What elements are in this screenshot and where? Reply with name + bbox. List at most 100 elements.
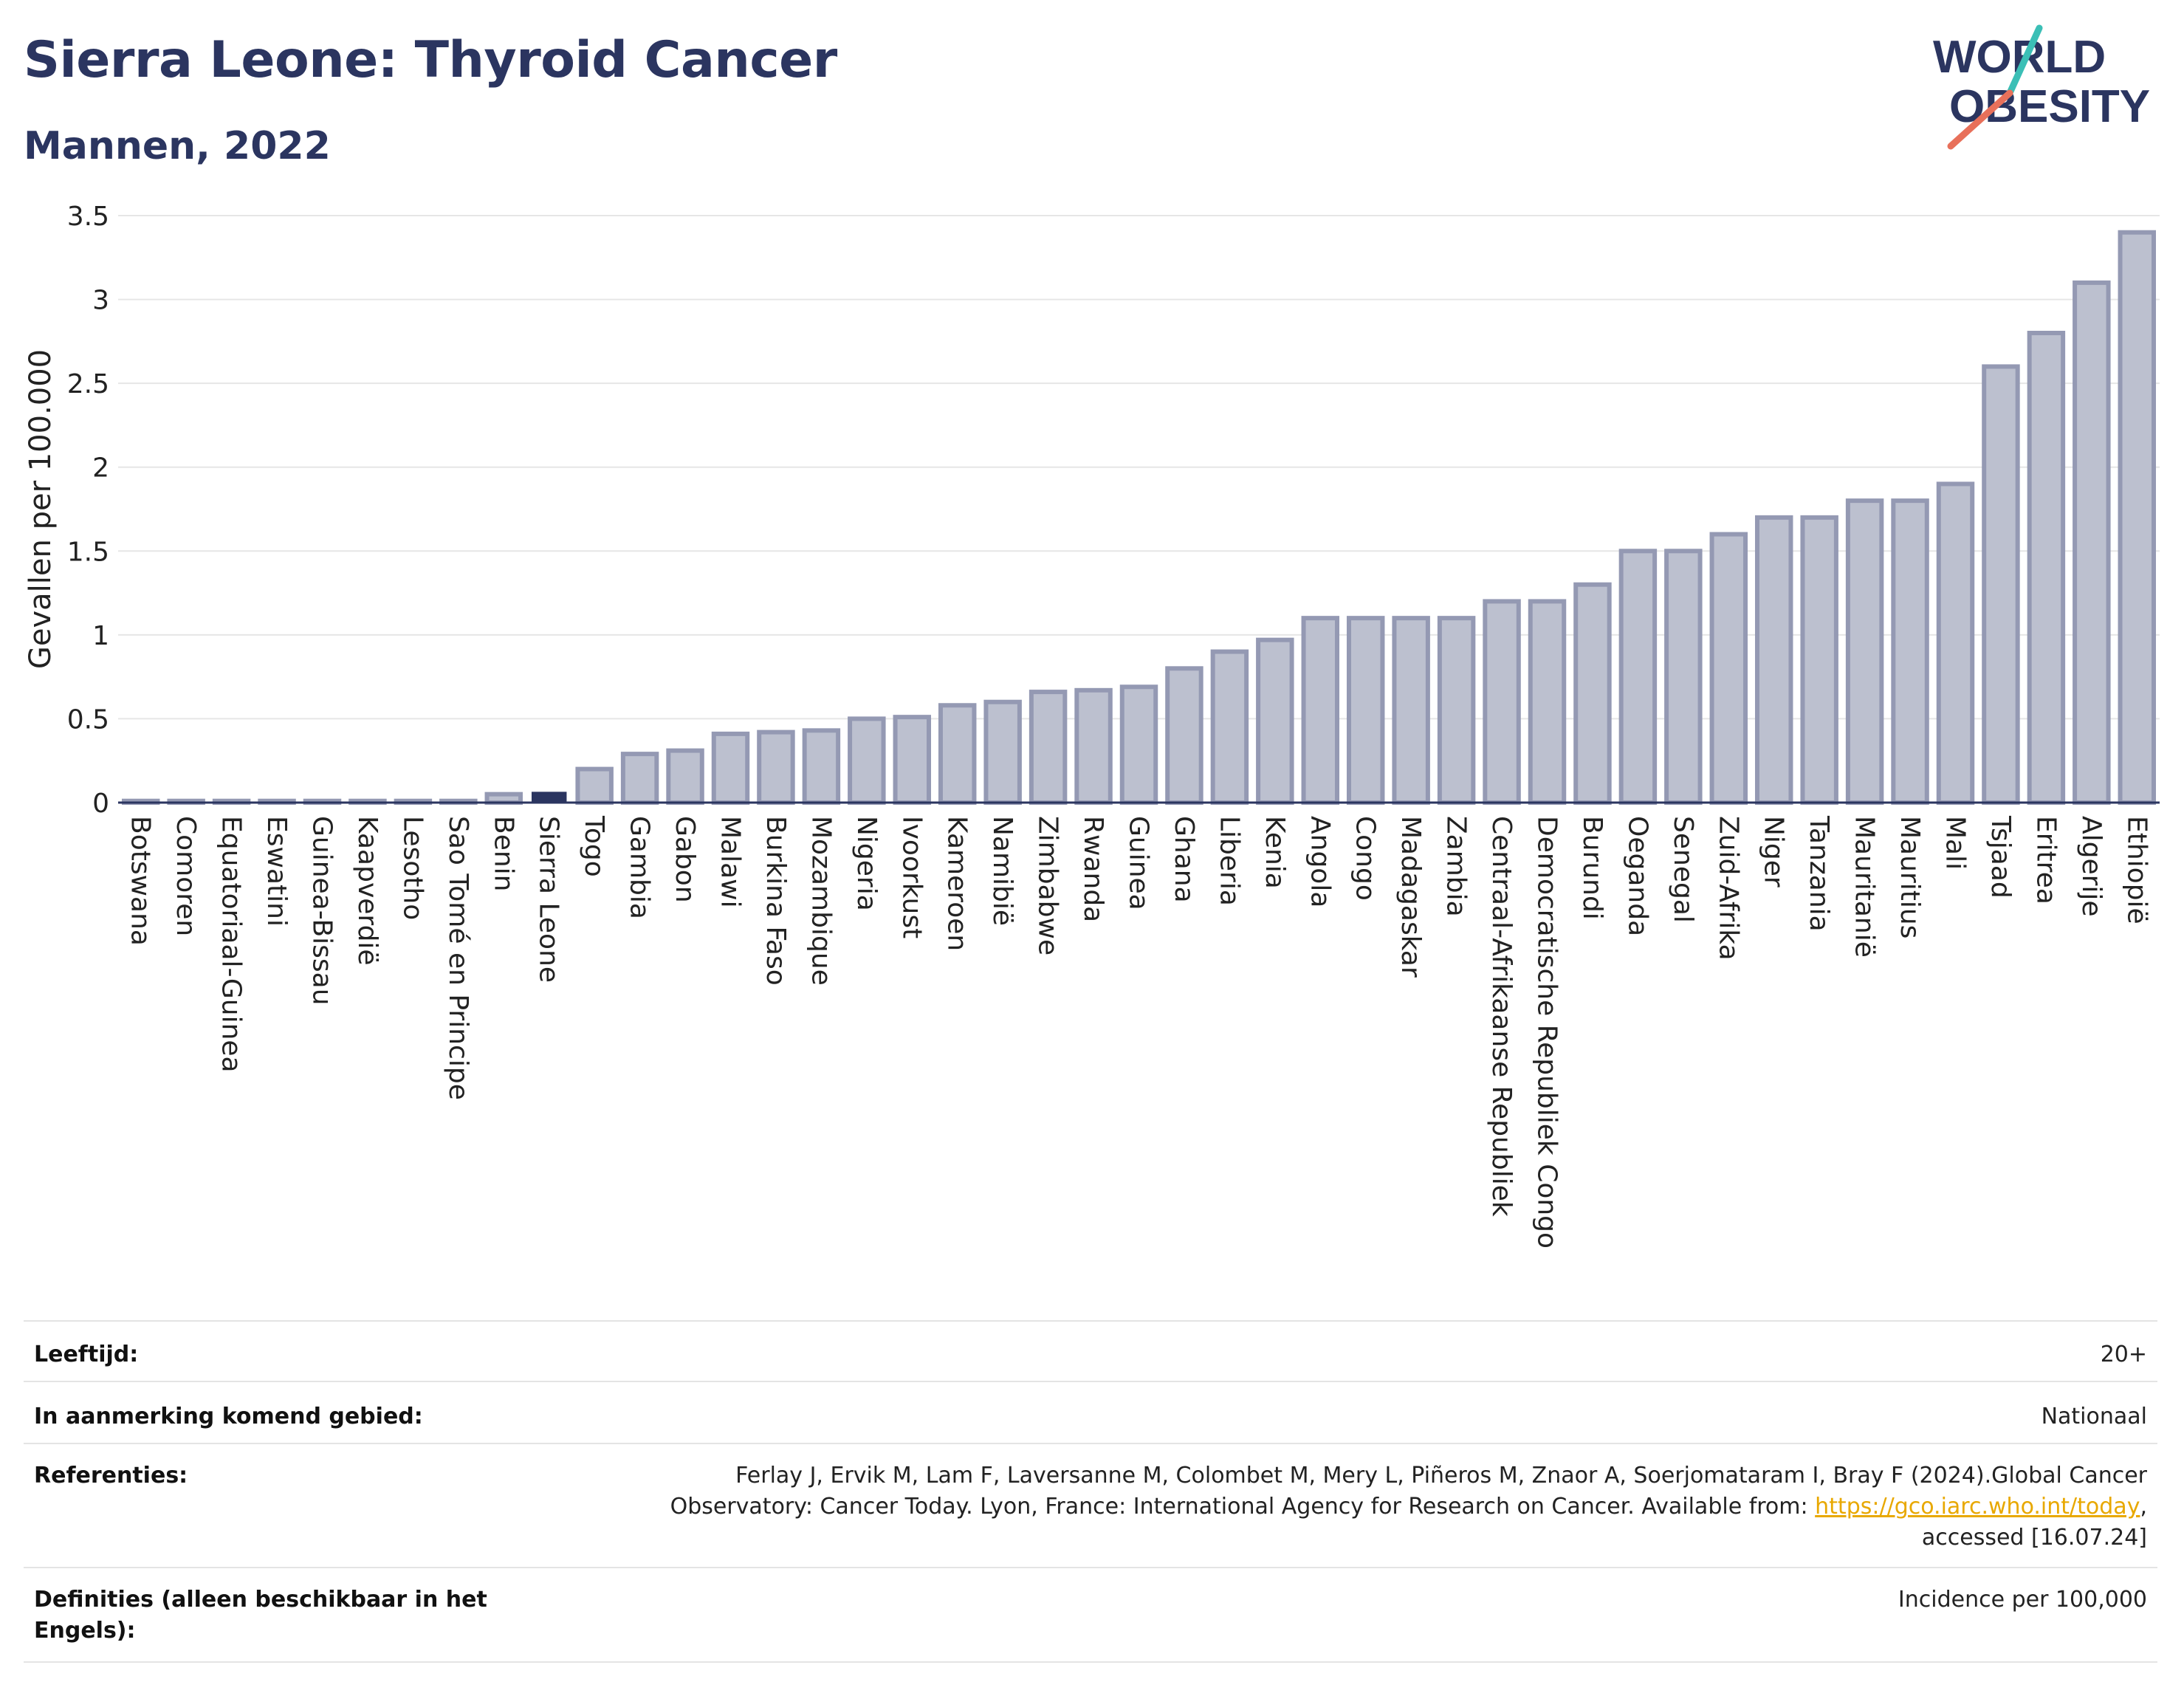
bar xyxy=(1709,532,1748,805)
x-tick-label: Zuid-Afrika xyxy=(1713,816,1743,961)
bar xyxy=(620,752,659,806)
chart-subtitle: Mannen, 2022 xyxy=(24,124,331,168)
x-tick-label: Benin xyxy=(488,816,518,891)
references-link[interactable]: https://gco.iarc.who.int/today xyxy=(1815,1494,2140,1520)
references-line2: Observatory: Cancer Today. Lyon, France:… xyxy=(449,1491,2147,1522)
references-line2-after: , xyxy=(2140,1494,2147,1520)
references-value: Ferlay J, Ervik M, Lam F, Laversanne M, … xyxy=(449,1460,2147,1553)
info-row-age: Leeftijd: 20+ xyxy=(24,1320,2157,1382)
bar xyxy=(1800,515,1838,805)
x-tick-label: Mauritanië xyxy=(1850,816,1880,958)
bar xyxy=(1936,481,1975,806)
x-tick-label: Burundi xyxy=(1577,816,1607,920)
bar xyxy=(1618,549,1658,805)
x-tick-label: Comoren xyxy=(171,816,201,936)
x-tick-label: Mauritius xyxy=(1895,816,1925,938)
x-tick-label: Democratische Republiek Congo xyxy=(1532,816,1562,1249)
age-label: Leeftijd: xyxy=(34,1342,139,1367)
x-tick-label: Botswana xyxy=(126,816,156,946)
definitions-label: Definities (alleen beschikbaar in het En… xyxy=(34,1585,487,1647)
x-tick-label: Equatoriaal-Guinea xyxy=(216,816,247,1073)
x-tick-label: Madagaskar xyxy=(1395,816,1426,978)
x-tick-label: Zimbabwe xyxy=(1033,816,1063,955)
bar xyxy=(1437,616,1476,806)
bar xyxy=(848,716,886,806)
bar xyxy=(893,715,932,806)
x-tick-label: Angola xyxy=(1305,816,1335,907)
area-value: Nationaal xyxy=(2041,1404,2147,1429)
x-tick-label: Eswatini xyxy=(261,816,292,927)
x-tick-label: Algerije xyxy=(2076,816,2106,917)
bar xyxy=(1346,616,1385,806)
y-axis-label: Gevallen per 100.000 xyxy=(24,349,58,669)
bar xyxy=(1119,684,1158,805)
definitions-label-line1: Definities (alleen beschikbaar in het xyxy=(34,1587,487,1613)
definitions-label-line2: Engels): xyxy=(34,1618,136,1644)
x-tick-label: Niger xyxy=(1759,816,1789,888)
x-tick-label: Tsjaad xyxy=(1985,815,2016,899)
x-tick-label: Centraal-Afrikaanse Republiek xyxy=(1486,816,1517,1217)
age-value: 20+ xyxy=(2100,1342,2147,1367)
bar xyxy=(2073,280,2111,806)
x-tick-label: Togo xyxy=(579,815,609,877)
x-tick-label: Ghana xyxy=(1169,816,1199,903)
y-tick-label: 2 xyxy=(92,453,109,484)
y-tick-label: 2.5 xyxy=(67,369,109,399)
x-tick-label: Sierra Leone xyxy=(534,816,564,983)
x-tick-label: Mozambique xyxy=(806,816,836,986)
bar xyxy=(1528,599,1567,806)
y-tick-label: 3.5 xyxy=(67,202,109,232)
bar xyxy=(1256,637,1294,806)
bar xyxy=(711,731,750,805)
chart-title: Sierra Leone: Thyroid Cancer xyxy=(24,31,837,89)
logo-line2: OBESITY xyxy=(1949,81,2150,132)
area-label: In aanmerking komend gebied: xyxy=(34,1404,423,1429)
bar xyxy=(1029,690,1068,805)
y-tick-label: 1 xyxy=(92,621,109,651)
bar xyxy=(1301,616,1340,806)
definitions-value: Incidence per 100,000 xyxy=(1898,1587,2147,1613)
x-tick-label: Gabon xyxy=(670,816,700,903)
x-tick-label: Tanzania xyxy=(1804,815,1834,932)
bar xyxy=(531,792,567,804)
bar xyxy=(1165,666,1203,805)
x-tick-label: Eritrea xyxy=(2030,816,2061,904)
x-tick-label: Burkina Faso xyxy=(760,816,791,986)
x-tick-label: Mali xyxy=(1940,816,1971,870)
x-tick-label: Kaapverdië xyxy=(352,816,382,966)
x-tick-label: Zambia xyxy=(1441,816,1472,917)
x-tick-label: Rwanda xyxy=(1078,816,1108,922)
x-tick-label: Ethiopië xyxy=(2121,816,2152,924)
x-tick-label: Kenia xyxy=(1260,816,1290,889)
info-row-definitions: Definities (alleen beschikbaar in het En… xyxy=(24,1567,2157,1663)
x-tick-label: Malawi xyxy=(715,816,746,908)
bar xyxy=(802,728,841,805)
y-tick-label: 3 xyxy=(92,286,109,316)
y-tick-label: 0.5 xyxy=(67,704,109,735)
bar-chart: 0 0.5 1 1.5 2 2.5 3 3.5 Gevallen per 100.000 Bots… xyxy=(24,202,2160,1249)
references-line2-text: Observatory: Cancer Today. Lyon, France:… xyxy=(670,1494,1816,1520)
bar xyxy=(2118,230,2157,805)
y-tick-label: 1.5 xyxy=(67,537,109,567)
bar xyxy=(1664,549,1703,805)
bar xyxy=(938,703,977,805)
info-row-references: Referenties: Ferlay J, Ervik M, Lam F, L… xyxy=(24,1443,2157,1568)
bar xyxy=(1074,687,1113,805)
bar xyxy=(1845,498,1884,806)
bar xyxy=(575,766,614,805)
bar xyxy=(1392,616,1430,806)
x-tick-label: Oeganda xyxy=(1622,816,1652,936)
bar xyxy=(1210,649,1249,805)
info-row-area: In aanmerking komend gebied: Nationaal xyxy=(24,1381,2157,1444)
bar xyxy=(983,699,1022,806)
x-tick-label: Namibië xyxy=(987,816,1017,926)
x-tick-label: Kameroen xyxy=(942,816,972,951)
bar xyxy=(1573,582,1612,805)
x-tick-label: Guinea xyxy=(1124,816,1154,910)
x-tick-label: Lesotho xyxy=(397,816,427,920)
bar xyxy=(1982,364,2020,805)
references-line3: accessed [16.07.24] xyxy=(1921,1525,2147,1551)
x-tick-label: Ivoorkust xyxy=(896,816,927,938)
references-label: Referenties: xyxy=(34,1463,188,1489)
x-tick-label: Nigeria xyxy=(851,816,882,911)
